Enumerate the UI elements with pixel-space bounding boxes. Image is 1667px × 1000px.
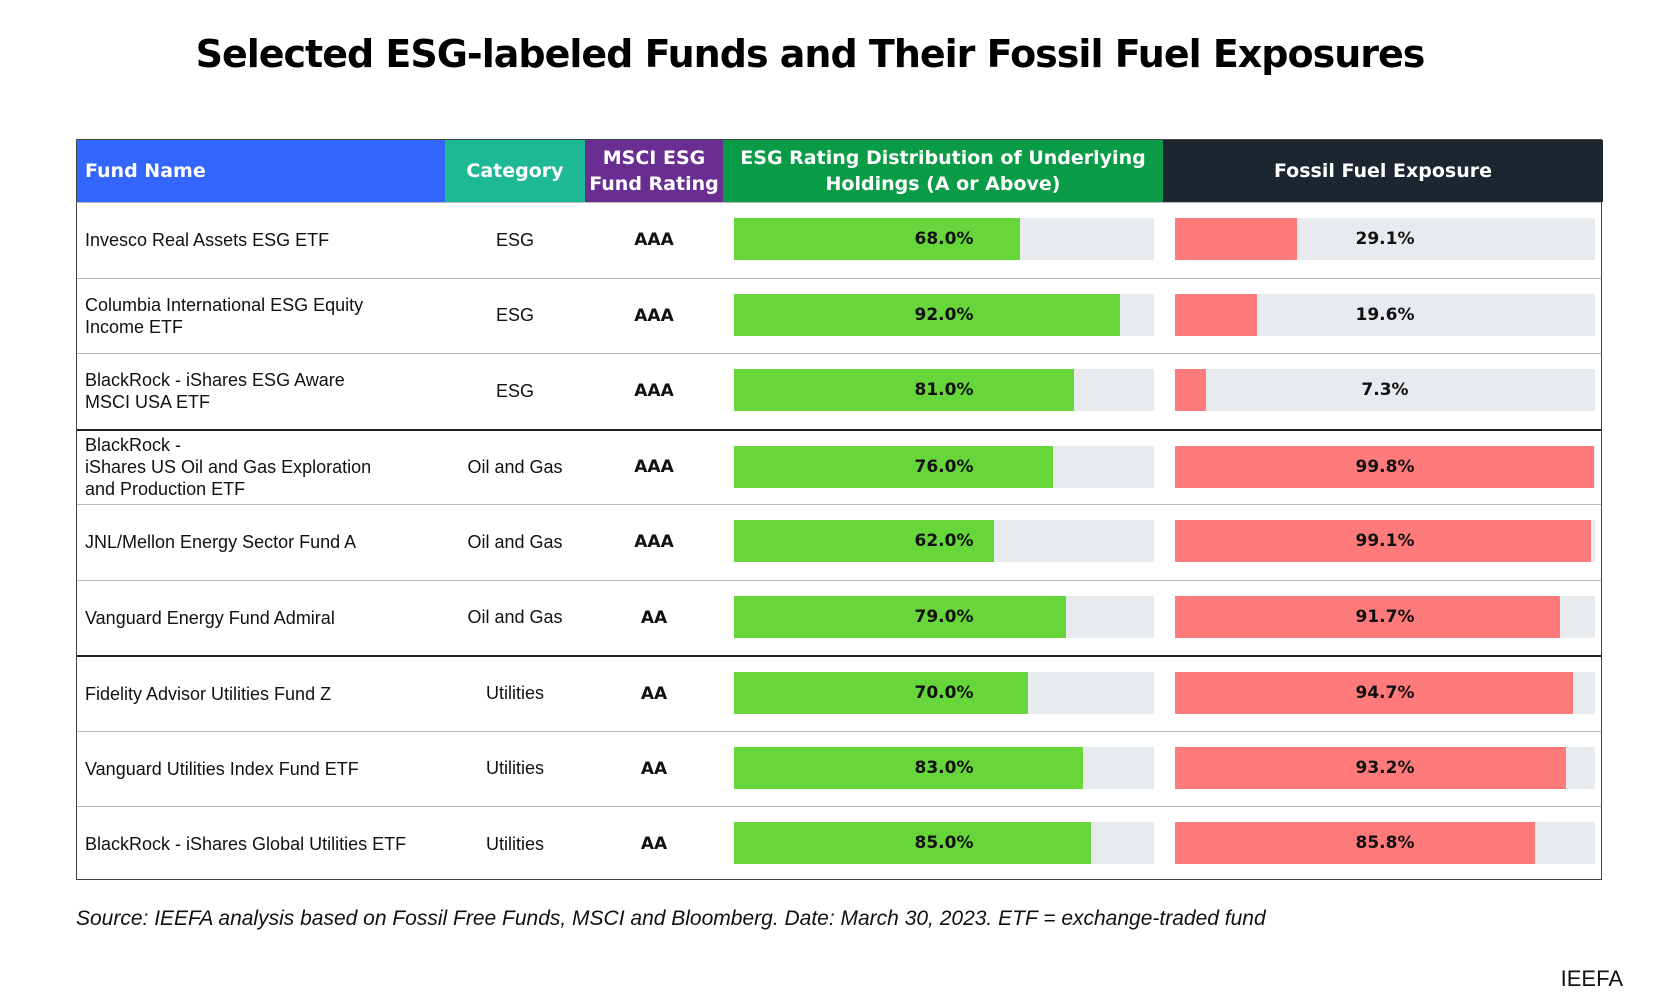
esg-bar	[734, 595, 1066, 638]
fossil-bar	[1175, 520, 1592, 562]
header-esg-distribution: ESG Rating Distribution of Underlying Ho…	[723, 140, 1163, 202]
esg-bar	[734, 520, 995, 562]
header-category: Category	[445, 140, 585, 202]
fund-category: ESG	[495, 380, 534, 401]
esg-bar	[734, 822, 1091, 864]
esg-value-label: 81.0%	[914, 380, 974, 400]
brand-logo-text: IEEFA	[1560, 966, 1623, 991]
fossil-bar-track: 7.3%	[1175, 369, 1595, 411]
msci-rating: AAA	[634, 381, 674, 401]
fossil-bar-track: 91.7%	[1175, 595, 1595, 638]
fossil-value-label: 29.1%	[1355, 229, 1415, 249]
fossil-bar-track: 85.8%	[1175, 822, 1595, 864]
esg-bar-track: 79.0%	[734, 595, 1154, 638]
fund-name: Vanguard Utilities Index Fund ETF	[85, 758, 359, 779]
fund-category: Utilities	[485, 683, 544, 703]
fossil-value-label: 7.3%	[1361, 380, 1409, 400]
esg-value-label: 62.0%	[914, 531, 974, 551]
fund-name: BlackRock - iShares ESG Aware MSCI USA E…	[85, 370, 345, 412]
fossil-value-label: 19.6%	[1355, 304, 1415, 325]
esg-bar-track: 70.0%	[734, 672, 1154, 714]
fossil-value-label: 85.8%	[1355, 833, 1415, 853]
esg-value-label: 76.0%	[914, 456, 974, 477]
msci-rating: AAA	[634, 305, 674, 326]
fund-category: ESG	[495, 229, 534, 250]
fossil-value-label: 99.8%	[1355, 456, 1415, 477]
esg-value-label: 68.0%	[914, 229, 974, 249]
msci-rating: AA	[640, 683, 668, 704]
fossil-bar-track: 29.1%	[1175, 218, 1595, 260]
fossil-bar	[1175, 672, 1573, 714]
esg-value-label: 92.0%	[914, 304, 974, 325]
fund-name: Columbia International ESG Equity Income…	[85, 294, 364, 337]
esg-bar-track: 85.0%	[734, 822, 1154, 864]
esg-bar-track: 92.0%	[734, 293, 1154, 336]
msci-rating: AA	[640, 607, 668, 628]
table-row: BlackRock - iShares US Oil and Gas Explo…	[77, 428, 1601, 504]
esg-bar	[734, 672, 1028, 714]
fossil-bar	[1175, 218, 1298, 260]
esg-bar	[734, 369, 1075, 411]
table-row: BlackRock - iShares Global Utilities ETF…	[77, 806, 1601, 881]
table-row: Columbia International ESG Equity Income…	[77, 277, 1601, 353]
esg-bar-track: 83.0%	[734, 746, 1154, 789]
table-row: Vanguard Utilities Index Fund ETF Utiliti…	[77, 730, 1601, 806]
fossil-bar-track: 19.6%	[1175, 293, 1595, 336]
fund-category: Oil and Gas	[467, 607, 563, 627]
esg-bar	[734, 218, 1020, 260]
fund-name: Vanguard Energy Fund Admiral	[85, 607, 335, 628]
esg-bar-track: 76.0%	[734, 445, 1154, 488]
table-row: JNL/Mellon Energy Sector Fund A Oil and G…	[77, 504, 1601, 579]
table-row: BlackRock - iShares ESG Aware MSCI USA E…	[77, 353, 1601, 428]
esg-bar-track: 68.0%	[734, 218, 1154, 260]
fossil-bar	[1175, 369, 1206, 411]
fund-name: BlackRock - iShares US Oil and Gas Explo…	[85, 435, 372, 499]
fund-category: Utilities	[485, 833, 544, 854]
esg-bar-track: 81.0%	[734, 369, 1154, 411]
table-row: Fidelity Advisor Utilities Fund Z Utiliti…	[77, 655, 1601, 730]
esg-value-label: 83.0%	[914, 757, 974, 778]
fossil-bar	[1175, 595, 1561, 638]
fund-category: Oil and Gas	[467, 456, 563, 477]
fossil-value-label: 91.7%	[1355, 606, 1415, 627]
fossil-bar-track: 93.2%	[1175, 746, 1595, 789]
fossil-bar	[1175, 746, 1567, 789]
msci-rating: AAA	[634, 457, 674, 477]
fund-name: JNL/Mellon Energy Sector Fund A	[85, 532, 357, 552]
esg-bar	[734, 746, 1083, 789]
msci-rating: AA	[640, 758, 668, 779]
msci-rating: AAA	[634, 230, 674, 250]
fund-name: Fidelity Advisor Utilities Fund Z	[85, 683, 332, 704]
fund-category: ESG	[495, 305, 534, 325]
msci-rating: AAA	[634, 532, 674, 552]
table-row: Vanguard Energy Fund Admiral Oil and Gas A…	[77, 579, 1601, 655]
fossil-value-label: 94.7%	[1355, 683, 1415, 703]
fossil-value-label: 93.2%	[1355, 757, 1415, 778]
fossil-value-label: 99.1%	[1355, 531, 1415, 551]
fossil-bar	[1175, 822, 1536, 864]
esg-bar	[734, 293, 1121, 336]
esg-value-label: 79.0%	[914, 606, 974, 627]
fossil-bar-track: 99.8%	[1175, 445, 1595, 488]
fund-name: Invesco Real Assets ESG ETF	[85, 230, 330, 250]
esg-value-label: 70.0%	[914, 683, 974, 703]
source-note: Source: IEEFA analysis based on Fossil F…	[76, 907, 1266, 930]
fossil-bar	[1175, 293, 1258, 336]
msci-rating: AA	[640, 834, 668, 854]
fossil-bar-track: 99.1%	[1175, 520, 1595, 562]
fossil-bar	[1175, 445, 1595, 488]
header-fund-name: Fund Name	[77, 140, 445, 202]
fund-category: Oil and Gas	[467, 531, 563, 552]
fund-name: BlackRock - iShares Global Utilities ETF	[85, 834, 407, 854]
header-msci-rating: MSCI ESG Fund Rating	[585, 140, 723, 202]
header-fossil-exposure: Fossil Fuel Exposure	[1163, 140, 1603, 202]
chart-title: Selected ESG-labeled Funds and Their Fos…	[195, 32, 1426, 76]
fund-table: Fund Name Category MSCI ESG Fund Rating …	[76, 139, 1603, 881]
esg-bar	[734, 445, 1054, 488]
esg-value-label: 85.0%	[914, 833, 974, 853]
esg-bar-track: 62.0%	[734, 520, 1154, 562]
fossil-bar-track: 94.7%	[1175, 672, 1595, 714]
fund-category: Utilities	[485, 758, 544, 778]
table-row: Invesco Real Assets ESG ETF ESG AAA 68.0% 29…	[77, 202, 1601, 277]
